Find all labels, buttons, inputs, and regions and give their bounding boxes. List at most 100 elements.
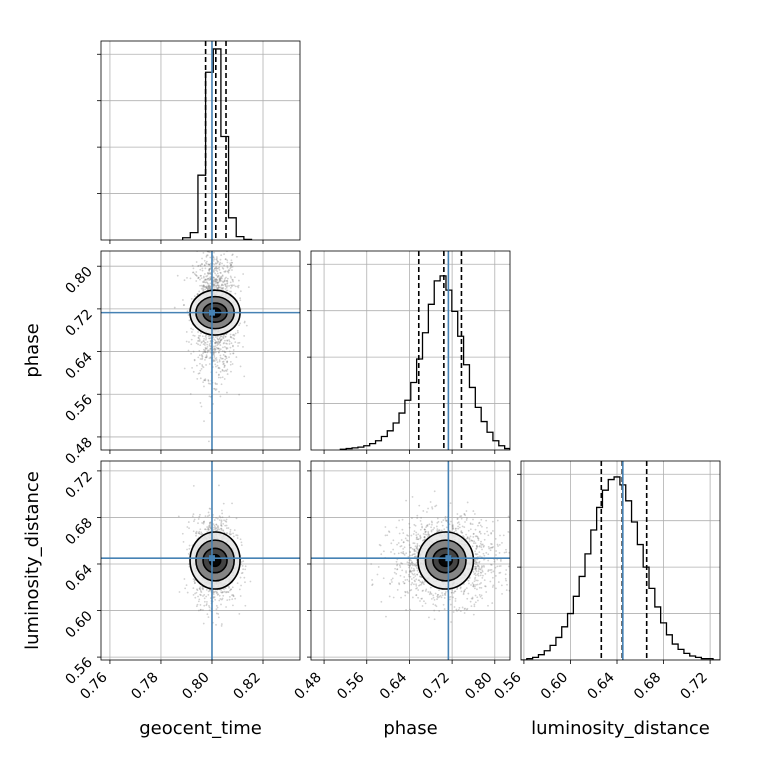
sample-point xyxy=(423,536,426,538)
sample-point xyxy=(478,586,481,589)
sample-point xyxy=(207,349,210,352)
sample-point xyxy=(204,349,206,352)
sample-point xyxy=(230,588,233,591)
sample-point xyxy=(203,281,206,284)
sample-point xyxy=(500,584,503,587)
sample-point xyxy=(203,337,205,340)
sample-point xyxy=(194,596,197,599)
sample-point xyxy=(221,235,223,237)
sample-point xyxy=(474,528,477,531)
sample-point xyxy=(427,507,429,510)
sample-point xyxy=(223,280,226,283)
sample-point xyxy=(215,284,218,287)
sample-point xyxy=(219,277,222,280)
sample-point xyxy=(209,340,212,343)
sample-point xyxy=(199,274,202,277)
sample-point xyxy=(216,281,219,284)
sample-point xyxy=(201,364,204,366)
sample-point xyxy=(224,587,227,590)
sample-point xyxy=(234,341,237,344)
sample-point xyxy=(244,604,247,607)
sample-point xyxy=(483,579,486,582)
sample-point xyxy=(215,286,218,289)
sample-point xyxy=(463,526,466,529)
sample-point xyxy=(200,284,203,287)
sample-point xyxy=(217,351,220,354)
joint-panel-geocent_time-luminosity_distance: 0.76 0.78 0.80 0.820.560.600.640.680.72 xyxy=(62,460,301,703)
sample-point xyxy=(217,347,219,350)
sample-point xyxy=(201,269,204,272)
sample-point xyxy=(215,604,218,607)
sample-point xyxy=(208,272,211,275)
sample-point xyxy=(207,263,210,266)
sample-point xyxy=(398,583,401,586)
sample-point xyxy=(513,549,515,551)
sample-point xyxy=(208,268,211,271)
sample-point xyxy=(463,583,465,585)
sample-point xyxy=(416,545,419,548)
sample-point xyxy=(415,536,418,539)
sample-point xyxy=(212,260,215,262)
sample-point xyxy=(456,588,458,590)
sample-point xyxy=(237,342,239,344)
sample-point xyxy=(216,342,219,345)
sample-point xyxy=(472,510,475,512)
sample-point xyxy=(495,587,497,590)
sample-point xyxy=(209,244,211,246)
sample-point xyxy=(208,363,211,365)
x-tick-label: 0.56 xyxy=(491,669,524,702)
sample-point xyxy=(216,347,219,350)
sample-point xyxy=(431,523,433,526)
sample-point xyxy=(422,533,425,535)
sample-point xyxy=(197,595,199,598)
sample-point xyxy=(194,581,196,584)
sample-point xyxy=(436,595,439,598)
sample-point xyxy=(213,267,216,270)
sample-point xyxy=(208,589,211,592)
sample-point xyxy=(465,519,468,521)
sample-point xyxy=(227,591,230,594)
sample-point xyxy=(223,350,226,353)
sample-point xyxy=(218,519,221,522)
y-tick-label: 0.72 xyxy=(62,468,95,501)
sample-point xyxy=(204,278,207,281)
sample-point xyxy=(201,340,203,343)
sample-point xyxy=(193,273,196,275)
sample-point xyxy=(424,590,427,592)
sample-point xyxy=(476,553,479,556)
sample-point xyxy=(410,562,413,565)
sample-point xyxy=(212,360,215,362)
sample-point xyxy=(476,573,479,576)
sample-point xyxy=(483,554,486,557)
sample-point xyxy=(475,567,477,570)
histogram-phase xyxy=(339,275,510,450)
sample-point xyxy=(212,276,215,279)
sample-point xyxy=(214,363,217,366)
sample-point xyxy=(226,259,229,262)
sample-point xyxy=(212,529,215,531)
sample-point xyxy=(202,287,204,290)
sample-point xyxy=(218,360,221,363)
sample-point xyxy=(209,228,211,230)
sample-point xyxy=(204,356,207,359)
sample-point xyxy=(477,574,480,577)
sample-point xyxy=(214,526,217,528)
sample-point xyxy=(202,289,205,292)
sample-point xyxy=(434,505,437,508)
sample-point xyxy=(208,270,211,272)
sample-point xyxy=(232,333,235,336)
sample-point xyxy=(475,570,478,573)
sample-point xyxy=(227,585,230,588)
sample-point xyxy=(199,377,202,380)
sample-point xyxy=(226,279,229,282)
sample-point xyxy=(394,567,396,570)
sample-point xyxy=(212,596,215,598)
sample-point xyxy=(412,533,415,535)
sample-point xyxy=(196,603,199,606)
sample-point xyxy=(411,582,414,584)
x-tick-label: 0.78 xyxy=(128,670,161,703)
sample-point xyxy=(414,580,416,583)
sample-point xyxy=(492,584,495,587)
sample-point xyxy=(416,546,418,549)
sample-point xyxy=(234,597,237,600)
